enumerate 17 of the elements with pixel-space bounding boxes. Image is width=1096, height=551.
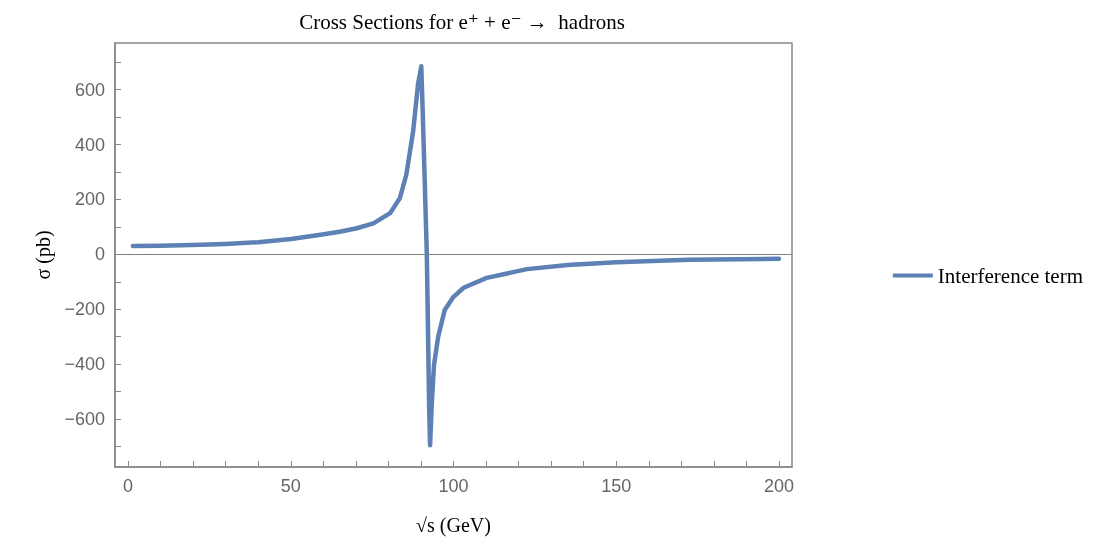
chart-title: Cross Sections for e⁺ + e⁻ → hadrons <box>299 9 625 34</box>
x-tick-label: 50 <box>280 476 301 496</box>
y-tick-label: 200 <box>74 189 105 210</box>
y-tick-label: 600 <box>74 79 105 100</box>
line-series <box>130 64 782 448</box>
y-tick-label: −600 <box>64 408 105 429</box>
x-tick-label: 0 <box>123 476 134 496</box>
y-axis-title: σ (pb) <box>32 230 55 280</box>
y-tick-label: 400 <box>74 134 105 155</box>
x-tick-label: 100 <box>438 476 469 496</box>
legend-label: Interference term <box>937 263 1084 288</box>
x-tick-label: 200 <box>763 476 794 496</box>
y-tick-label: −200 <box>64 299 105 320</box>
x-axis-title: √s (GeV) <box>416 514 491 537</box>
y-tick-label: −400 <box>64 354 105 375</box>
x-tick-label: 150 <box>601 476 632 496</box>
y-tick-label: 0 <box>94 244 105 265</box>
